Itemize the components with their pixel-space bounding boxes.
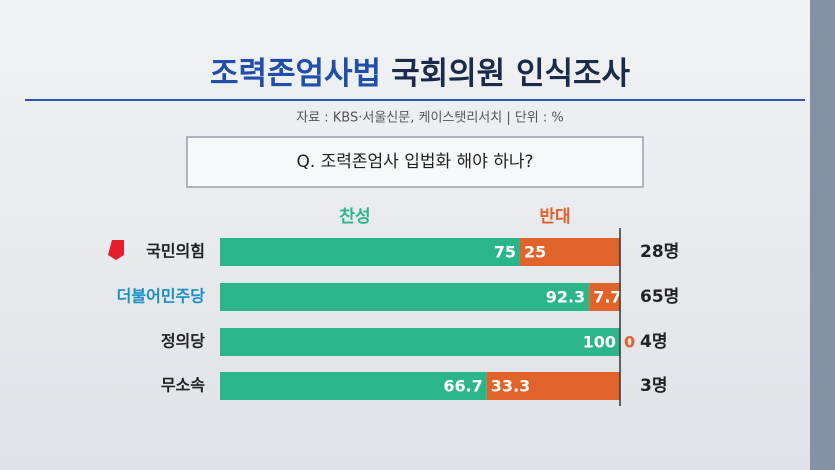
- title-rest: 국회의원 인식조사: [391, 56, 630, 92]
- bar-segment: [589, 283, 620, 311]
- title-highlight: 조력존엄사법: [210, 56, 381, 92]
- count-label: 4명: [640, 332, 667, 352]
- bar-segment: [220, 283, 590, 311]
- count-label: 28명: [640, 242, 679, 262]
- value-label: 25: [524, 243, 546, 262]
- count-label: 65명: [640, 287, 679, 307]
- category-label: 더불어민주당: [117, 287, 206, 306]
- value-label: 0: [624, 333, 635, 352]
- value-label: 75: [494, 243, 516, 262]
- bar-segment: [220, 328, 620, 356]
- value-label: 33.3: [491, 377, 530, 396]
- chart-title: 조력존엄사법 국회의원 인식조사: [210, 56, 631, 92]
- count-label: 3명: [640, 376, 667, 396]
- subtitle: 자료 : KBS·서울신문, 케이스탯리서치 | 단위 : %: [296, 111, 564, 126]
- bar-segment: [486, 372, 620, 400]
- side-strip: [810, 0, 835, 470]
- legend-label: 찬성: [339, 207, 370, 227]
- bar-segment: [520, 238, 620, 266]
- value-label: 100: [583, 333, 616, 352]
- category-label: 국민의힘: [146, 242, 205, 261]
- value-label: 66.7: [443, 377, 482, 396]
- category-label: 무소속: [161, 376, 205, 395]
- bar-segment: [220, 372, 487, 400]
- value-label: 92.3: [546, 288, 585, 307]
- category-label: 정의당: [161, 332, 205, 351]
- bar-segment: [220, 238, 520, 266]
- party-logo: [108, 240, 124, 260]
- question: Q. 조력존엄사 입법화 해야 하나?: [296, 152, 533, 172]
- legend-label: 반대: [539, 207, 570, 227]
- value-label: 7.7: [593, 288, 621, 307]
- question-box: [186, 136, 644, 188]
